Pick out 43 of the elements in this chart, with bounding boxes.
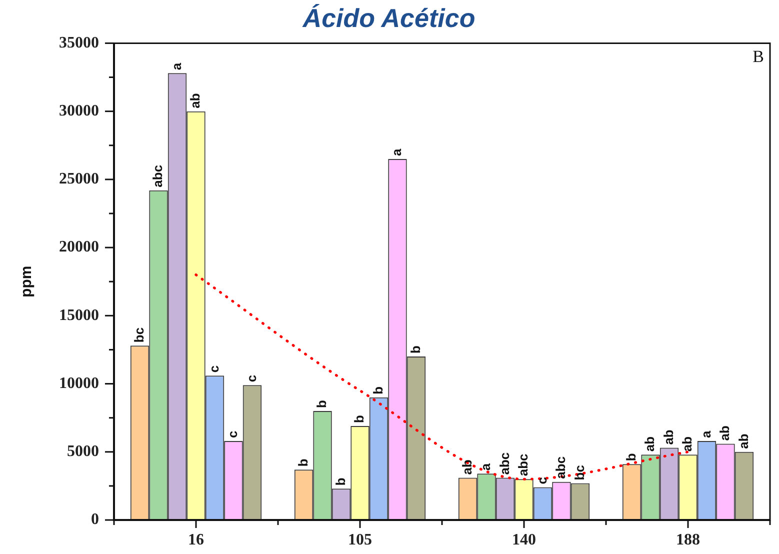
y-tick-label: 0: [91, 511, 99, 528]
data-label: ab: [680, 436, 695, 452]
data-label: ab: [188, 93, 203, 108]
data-label: b: [295, 458, 310, 467]
x-tick-label: 105: [348, 532, 372, 549]
data-label: c: [244, 374, 259, 382]
data-label: a: [698, 430, 714, 438]
data-label: c: [225, 430, 240, 438]
data-label: bc: [572, 465, 587, 480]
data-label: ab: [736, 434, 751, 449]
x-tick-label: 16: [188, 532, 204, 549]
data-label: abc: [516, 454, 531, 476]
data-label: b: [408, 346, 423, 354]
data-label: abc: [496, 452, 512, 475]
data-label: c: [206, 365, 222, 373]
y-tick-label: 25000: [59, 170, 99, 188]
data-label: a: [478, 462, 494, 471]
data-label: b: [623, 453, 638, 462]
data-label: ab: [642, 436, 658, 452]
data-label: b: [370, 386, 386, 394]
y-axis-title: ppm: [18, 266, 36, 298]
annotation: B: [752, 47, 764, 66]
data-label: c: [534, 477, 550, 484]
data-label: ab: [717, 425, 732, 441]
y-tick-label: 10000: [59, 374, 99, 392]
x-tick-label: 188: [676, 532, 700, 549]
y-tick-label: 35000: [59, 34, 99, 52]
data-label: abc: [150, 164, 166, 188]
y-tick-label: 20000: [59, 238, 99, 256]
chart-title: Ácido Acético: [302, 2, 476, 33]
data-label: b: [352, 415, 367, 423]
data-label: a: [389, 148, 404, 156]
data-label: b: [332, 478, 348, 486]
y-tick-label: 30000: [59, 102, 99, 120]
data-label: a: [168, 62, 184, 70]
data-label: ab: [459, 460, 474, 475]
data-label: ab: [660, 430, 676, 445]
y-tick-label: 5000: [67, 443, 99, 460]
data-label: bc: [131, 327, 146, 343]
data-label: b: [314, 400, 330, 408]
data-label: abc: [553, 456, 568, 479]
y-tick-label: 15000: [59, 306, 99, 324]
x-tick-label: 140: [512, 532, 536, 549]
